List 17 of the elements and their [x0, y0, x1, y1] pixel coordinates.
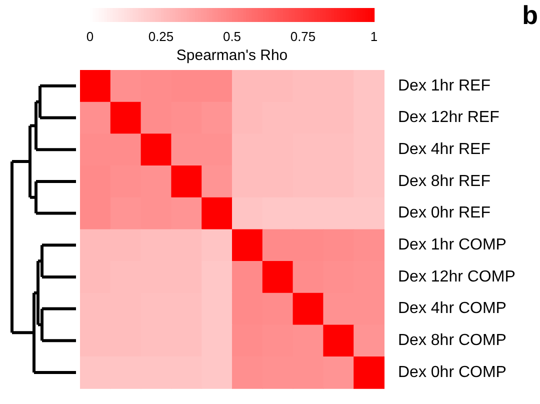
y-tick-label: Dex 12hr COMP — [398, 268, 516, 286]
text: b — [522, 0, 538, 30]
y-tick-label: Dex 0hr COMP — [398, 364, 506, 381]
color-bar-label: 0 — [86, 29, 94, 44]
color-bar-label: 1 — [370, 29, 378, 44]
y-tick-label: Dex 4hr REF — [398, 141, 491, 158]
color-bar-label: 0.75 — [290, 29, 316, 44]
y-tick-label: Dex 0hr REF — [398, 204, 491, 222]
y-tick-label: Dex 8hr COMP — [398, 332, 506, 350]
color-bar-title: Spearman's Rho — [176, 47, 288, 64]
y-tick-label: Dex 8hr REF — [398, 172, 491, 190]
y-tick-label: Dex 1hr REF — [398, 77, 491, 94]
y-tick-label: Dex 4hr COMP — [398, 300, 506, 318]
y-tick-label: Dex 1hr COMP — [398, 236, 506, 254]
color-bar-label: 0.25 — [148, 29, 174, 44]
color-bar-label: 0.5 — [222, 29, 242, 44]
y-tick-label: Dex 12hr REF — [398, 109, 500, 126]
